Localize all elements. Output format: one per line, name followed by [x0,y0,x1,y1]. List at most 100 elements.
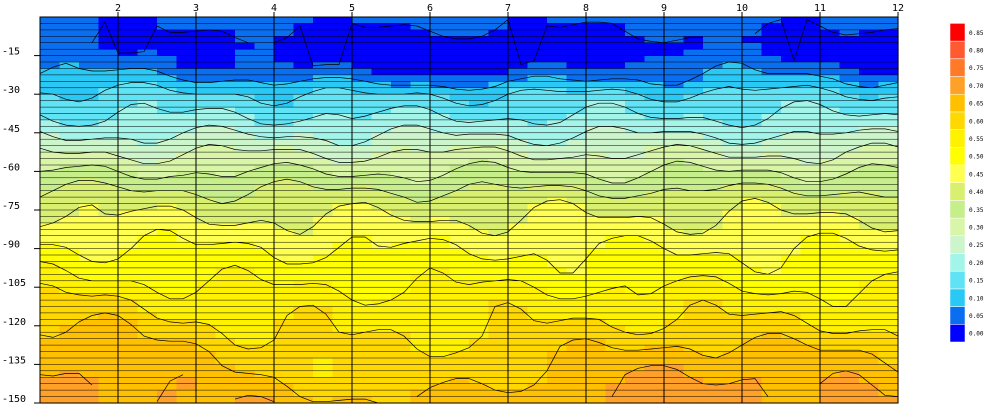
heatmap-cell [118,280,139,288]
heatmap-cell [625,377,646,385]
heatmap-cell [878,351,899,359]
heatmap-cell [59,184,80,192]
heatmap-cell [371,100,392,108]
heatmap-cell [703,248,724,256]
heatmap-cell [605,287,626,295]
heatmap-cell [313,107,334,115]
heatmap-cell [235,184,256,192]
heatmap-cell [605,164,626,172]
heatmap-cell [683,267,704,275]
heatmap-cell [547,312,568,320]
heatmap-cell [566,235,587,243]
heatmap-cell [761,312,782,320]
heatmap-cell [79,242,100,250]
heatmap-cell [605,49,626,57]
heatmap-cell [527,300,548,308]
heatmap-cell [566,312,587,320]
heatmap-cell [664,94,685,102]
heatmap-cell [449,171,470,179]
heatmap-cell [40,42,61,50]
heatmap-cell [605,377,626,385]
heatmap-cell [469,377,490,385]
heatmap-cell [79,390,100,398]
heatmap-cell [527,351,548,359]
heatmap-cell [527,190,548,198]
heatmap-cell [430,203,451,211]
heatmap-cell [761,94,782,102]
heatmap-cell [781,338,802,346]
heatmap-cell [586,319,607,327]
heatmap-cell [313,190,334,198]
heatmap-cell [176,377,197,385]
heatmap-cell [488,332,509,340]
heatmap-cell [605,184,626,192]
heatmap-cell [313,312,334,320]
heatmap-cell [781,126,802,134]
heatmap-cell [683,107,704,115]
heatmap-cell [313,74,334,82]
heatmap-cell [332,306,353,314]
heatmap-cell [196,184,217,192]
heatmap-cell [137,171,158,179]
heatmap-cell [352,396,373,404]
heatmap-cell [176,55,197,63]
heatmap-cell [469,280,490,288]
heatmap-cell [800,68,821,76]
heatmap-cell [59,312,80,320]
heatmap-cell [157,87,178,95]
heatmap-cell [59,383,80,391]
heatmap-cell [683,229,704,237]
heatmap-cell [215,332,236,340]
heatmap-cell [761,87,782,95]
heatmap-cell [371,184,392,192]
heatmap-cell [722,287,743,295]
heatmap-cell [722,126,743,134]
heatmap-cell [352,248,373,256]
heatmap-cell [722,319,743,327]
heatmap-cell [371,29,392,37]
heatmap-cell [508,255,529,263]
heatmap-cell [800,171,821,179]
heatmap-cell [664,119,685,127]
heatmap-cell [215,17,236,25]
heatmap-cell [586,164,607,172]
heatmap-cell [313,229,334,237]
heatmap-cell [254,306,275,314]
heatmap-cell [274,300,295,308]
heatmap-cell [332,62,353,70]
heatmap-cell [722,332,743,340]
heatmap-cell [761,119,782,127]
heatmap-cell [625,229,646,237]
heatmap-cell [59,164,80,172]
heatmap-cell [274,377,295,385]
heatmap-cell [40,351,61,359]
heatmap-cell [410,36,431,44]
heatmap-cell [59,293,80,301]
heatmap-cell [293,190,314,198]
heatmap-cell [430,300,451,308]
heatmap-cell [352,229,373,237]
heatmap-cell [664,36,685,44]
heatmap-cell [215,383,236,391]
heatmap-cell [781,319,802,327]
heatmap-cell [410,68,431,76]
heatmap-cell [566,139,587,147]
heatmap-cell [274,203,295,211]
heatmap-cell [59,171,80,179]
heatmap-cell [332,300,353,308]
heatmap-cell [859,364,880,372]
heatmap-cell [722,312,743,320]
heatmap-cell [391,42,412,50]
heatmap-cell [488,235,509,243]
heatmap-cell [644,300,665,308]
heatmap-cell [839,383,860,391]
heatmap-cell [313,319,334,327]
heatmap-cell [469,300,490,308]
heatmap-cell [488,210,509,218]
heatmap-cell [683,351,704,359]
heatmap-cell [625,287,646,295]
heatmap-cell [508,306,529,314]
heatmap-cell [410,293,431,301]
heatmap-cell [313,351,334,359]
heatmap-cell [586,280,607,288]
